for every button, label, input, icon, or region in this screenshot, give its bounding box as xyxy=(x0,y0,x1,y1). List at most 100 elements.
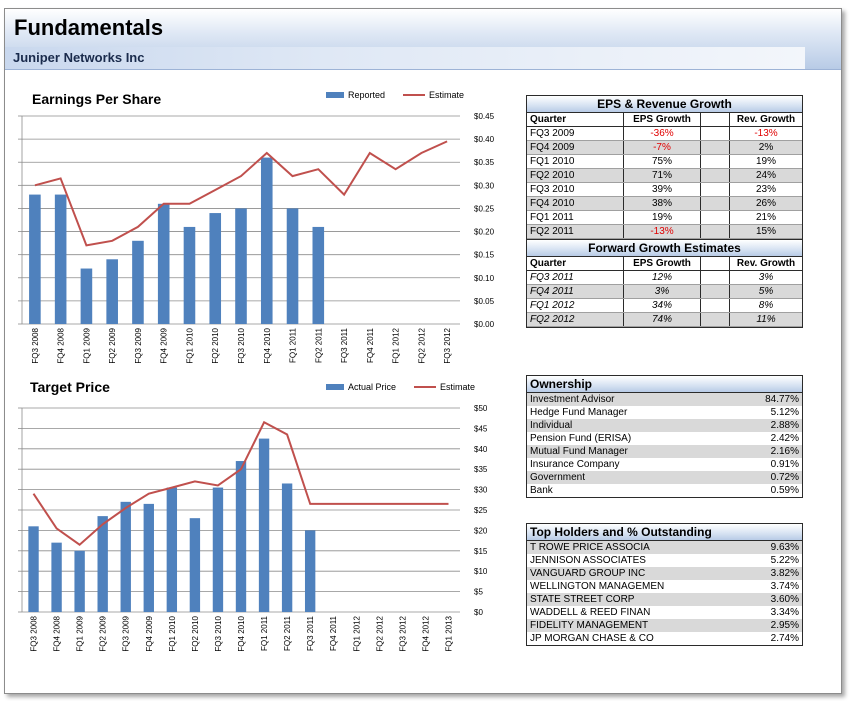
x-tick-label: FQ3 2008 xyxy=(31,327,40,363)
rev-growth-cell: 8% xyxy=(729,298,802,313)
holders-panel: Top Holders and % Outstanding T ROWE PRI… xyxy=(526,523,803,646)
quarter-cell: FQ3 2009 xyxy=(527,126,624,141)
eps-growth-cell: 75% xyxy=(623,154,701,169)
row-value: 2.95% xyxy=(747,619,802,632)
x-tick-label: FQ3 2011 xyxy=(340,327,349,363)
rev-growth-cell: 5% xyxy=(729,284,802,299)
quarter-cell: FQ2 2012 xyxy=(527,312,624,327)
y-tick-label: $40 xyxy=(474,445,488,454)
data-bar xyxy=(29,194,41,324)
eps-growth-cell: -13% xyxy=(623,224,701,239)
quarter-cell: FQ2 2010 xyxy=(527,168,624,183)
spacer-cell xyxy=(700,140,730,155)
x-tick-label: FQ3 2009 xyxy=(122,615,131,651)
spacer-cell xyxy=(700,284,730,299)
quarter-cell: FQ4 2010 xyxy=(527,196,624,211)
col-eps-growth: EPS Growth xyxy=(623,113,701,127)
eps-growth-cell: 3% xyxy=(623,284,701,299)
y-tick-label: $0.40 xyxy=(474,135,495,144)
table-row: VANGUARD GROUP INC 3.82% xyxy=(527,567,802,580)
spacer-cell xyxy=(700,312,730,327)
legend-label-estimate: Estimate xyxy=(429,90,465,100)
x-tick-label: FQ1 2012 xyxy=(392,327,401,363)
col-spacer xyxy=(700,113,730,127)
x-tick-label: FQ4 2012 xyxy=(421,615,430,651)
y-tick-label: $0 xyxy=(474,608,483,617)
table-row: Bank 0.59% xyxy=(527,484,802,497)
eps-growth-table: Quarter EPS Growth Rev. Growth FQ3 2009-… xyxy=(527,113,802,239)
data-bar xyxy=(286,208,299,324)
eps-growth-cell: -7% xyxy=(623,140,701,155)
row-label: Investment Advisor xyxy=(527,393,728,406)
data-bar xyxy=(54,194,67,324)
spacer-cell xyxy=(700,298,730,313)
x-tick-label: FQ3 2010 xyxy=(237,327,246,363)
x-tick-label: FQ1 2009 xyxy=(76,615,85,651)
x-tick-label: FQ1 2011 xyxy=(289,327,298,363)
data-bar xyxy=(235,208,247,324)
data-bar xyxy=(80,268,93,324)
table-row: FQ4 2011 3% 5% xyxy=(527,284,802,299)
col-eps-growth: EPS Growth xyxy=(623,257,701,271)
table-row: FQ1 2010 75% 19% xyxy=(527,154,802,169)
eps-growth-panel: EPS & Revenue Growth Quarter EPS Growth … xyxy=(526,95,803,328)
data-bar xyxy=(106,259,118,324)
eps-chart: $0.00 $0.05 $0.10 $0.15 $0.20 $0.25 $0.30 $0.35… xyxy=(18,112,495,364)
col-quarter: Quarter xyxy=(527,113,624,127)
data-bar xyxy=(281,483,293,612)
col-quarter: Quarter xyxy=(527,257,624,271)
x-tick-label: FQ4 2011 xyxy=(329,615,338,651)
table-row: FQ1 2012 34% 8% xyxy=(527,298,802,313)
x-tick-label: FQ3 2009 xyxy=(134,327,143,363)
page-title: Fundamentals xyxy=(14,15,164,40)
row-label: WADDELL & REED FINAN xyxy=(530,607,651,618)
data-bar xyxy=(304,530,316,612)
table-row: STATE STREET CORP 3.60% xyxy=(527,593,802,606)
x-tick-label: FQ4 2010 xyxy=(237,615,246,651)
rev-growth-cell: 11% xyxy=(729,312,802,327)
row-label: Hedge Fund Manager xyxy=(530,407,628,418)
data-bar xyxy=(260,157,273,324)
data-bar xyxy=(189,518,201,612)
row-value: 2.88% xyxy=(727,419,802,432)
target-chart-title: Target Price xyxy=(30,379,110,395)
row-value: 3.60% xyxy=(747,593,802,606)
data-bar xyxy=(166,487,178,612)
y-tick-label: $35 xyxy=(474,465,488,474)
x-tick-label: FQ4 2009 xyxy=(145,615,154,651)
quarter-cell: FQ3 2010 xyxy=(527,182,624,197)
x-tick-label: FQ1 2010 xyxy=(168,615,177,651)
rev-growth-cell: 3% xyxy=(729,270,802,285)
data-bar xyxy=(235,461,247,612)
y-tick-label: $0.05 xyxy=(474,297,495,306)
row-label: Government xyxy=(527,471,728,484)
data-bar xyxy=(212,487,224,612)
eps-growth-cell: 12% xyxy=(623,270,701,285)
quarter-cell: FQ4 2009 xyxy=(527,140,624,155)
row-value: 0.91% xyxy=(770,459,799,470)
rev-growth-cell: 21% xyxy=(729,210,802,225)
legend-swatch-line xyxy=(414,386,437,388)
row-label: Pension Fund (ERISA) xyxy=(530,433,632,444)
spacer-cell xyxy=(700,182,730,197)
table-row: WELLINGTON MANAGEMEN 3.74% xyxy=(527,580,802,593)
spacer-cell xyxy=(700,210,730,225)
x-tick-label: FQ4 2011 xyxy=(366,327,375,363)
target-chart-legend: Actual Price Estimate xyxy=(326,382,475,392)
data-bar xyxy=(143,503,154,612)
data-bar xyxy=(132,240,144,324)
table-row: FQ3 2010 39% 23% xyxy=(527,182,802,197)
company-name: Juniper Networks Inc xyxy=(13,50,145,65)
row-value: 3.34% xyxy=(770,607,799,618)
eps-growth-cell: 38% xyxy=(623,196,701,211)
row-value: 2.16% xyxy=(727,445,802,458)
data-bar xyxy=(209,213,222,324)
row-label: FIDELITY MANAGEMENT xyxy=(527,619,748,632)
quarter-cell: FQ2 2011 xyxy=(527,224,624,239)
y-tick-label: $45 xyxy=(474,424,488,433)
table-row: FIDELITY MANAGEMENT 2.95% xyxy=(527,619,802,632)
col-rev-growth: Rev. Growth xyxy=(729,257,802,271)
table-row: FQ1 2011 19% 21% xyxy=(527,210,802,225)
table-row: FQ4 2010 38% 26% xyxy=(527,196,802,211)
table-row: Hedge Fund Manager 5.12% xyxy=(527,406,802,419)
